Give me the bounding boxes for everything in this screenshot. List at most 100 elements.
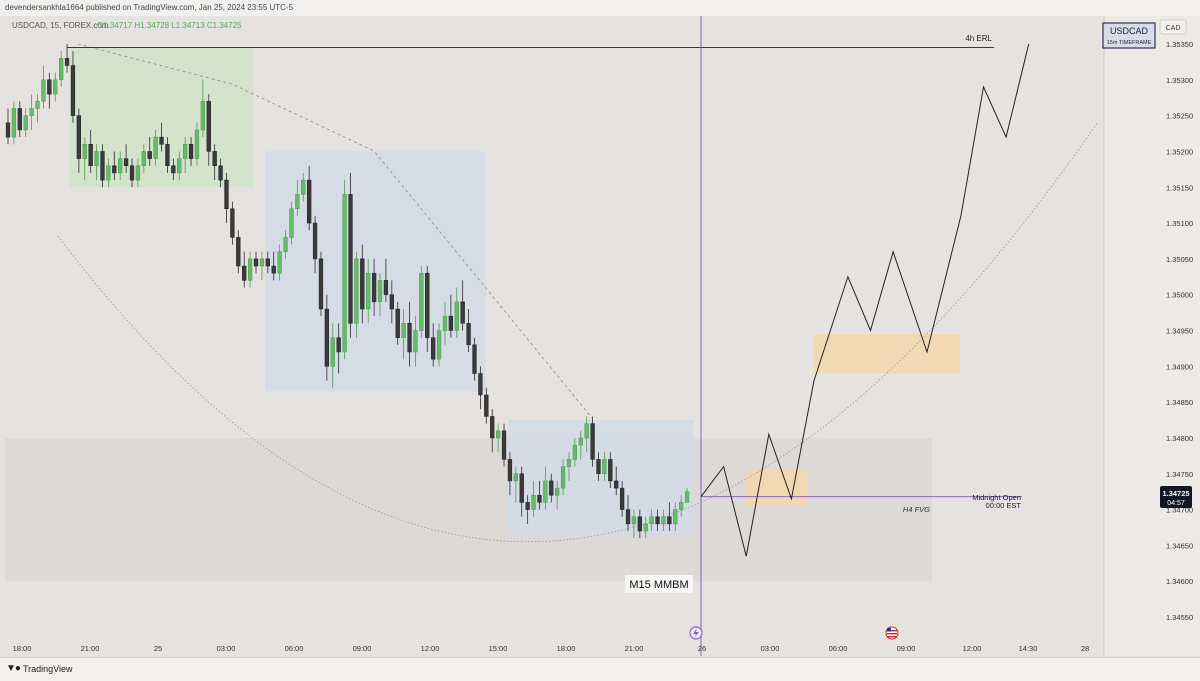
candle-body (200, 101, 206, 131)
x-tick-label: 09:00 (353, 644, 372, 653)
candle-body (625, 509, 631, 525)
projection-path (700, 43, 1030, 557)
x-tick-label: 28 (1081, 644, 1089, 653)
zone-blue (508, 420, 694, 535)
guide-lines (57, 16, 1099, 656)
us-flag-event-icon[interactable] (885, 626, 899, 640)
x-tick-label: 12:00 (421, 644, 440, 653)
candle-body (64, 58, 70, 66)
candle-body (112, 165, 117, 174)
candle-body (531, 494, 536, 510)
y-tick-label: 1.35050 (1166, 255, 1193, 264)
candle-body (265, 258, 270, 267)
model-label-text: M15 MMBM (629, 579, 688, 591)
candle-body (590, 423, 595, 460)
candle-body (543, 480, 548, 503)
candle-body (35, 101, 40, 109)
candle-body (484, 394, 489, 417)
axes: 1.35350 1.35300 1.35250 1.35200 1.35150 1.351… (13, 40, 1194, 653)
candle-body (277, 251, 282, 274)
midnight-open-label: Midnight Open (972, 493, 1021, 502)
y-tick-label: 1.35200 (1166, 147, 1193, 156)
candle-body (354, 258, 359, 324)
candle-body (165, 144, 170, 167)
candle-body (460, 301, 465, 324)
lightning-event-icon[interactable] (689, 626, 703, 640)
candle-body (525, 502, 530, 510)
symbol-badge: USDCAD 15m TIMEFRAME (1102, 22, 1156, 49)
candle-body (619, 487, 625, 510)
candle-body (389, 294, 394, 310)
candle-body (584, 423, 589, 439)
zone-blue (265, 151, 486, 392)
midnight-time-label: 00:00 EST (986, 501, 1022, 510)
candle-body (171, 165, 176, 174)
top-bar: devendersankhla1664 published on Trading… (0, 0, 1200, 17)
price-tag-value: 1.34725 (1162, 489, 1189, 498)
candle-body (472, 344, 477, 374)
chart-area[interactable]: 1.35350 1.35300 1.35250 1.35200 1.35150 1.351… (0, 16, 1200, 656)
y-tick-label: 1.35250 (1166, 112, 1193, 121)
candle-body (11, 108, 17, 138)
candle-body (177, 158, 182, 174)
currency-chip[interactable]: CAD (1159, 19, 1187, 35)
projection (700, 43, 1030, 557)
candle-body (490, 416, 495, 439)
y-tick-label: 1.34850 (1166, 398, 1193, 407)
candle-body (5, 122, 11, 138)
model-label: M15 MMBM (625, 575, 693, 593)
badge-symbol: USDCAD (1110, 26, 1149, 36)
candle-body (94, 151, 99, 167)
x-tick-label: 06:00 (829, 644, 848, 653)
candle-body (206, 101, 211, 152)
candle-body (312, 222, 318, 260)
bottom-bar: ▼● TradingView (0, 657, 1200, 681)
price-axis-background (1104, 16, 1200, 656)
candle-body (153, 136, 158, 159)
y-tick-label: 1.35300 (1166, 76, 1193, 85)
badge-timeframe: 15m TIMEFRAME (1107, 40, 1152, 46)
candle-body (431, 337, 436, 360)
zone-orange (746, 470, 808, 506)
candle-body (667, 516, 672, 525)
y-tick-label: 1.34600 (1166, 577, 1193, 586)
tradingview-logo-icon: ▼● (6, 663, 21, 674)
candle-body (519, 473, 524, 503)
candle-body (324, 308, 330, 367)
candle-body (342, 194, 347, 353)
price-chart[interactable]: 1.35350 1.35300 1.35250 1.35200 1.35150 1.351… (0, 16, 1200, 656)
zone-gray (5, 437, 932, 582)
candle-body (301, 179, 306, 195)
zones (5, 47, 960, 582)
candle-body (655, 516, 660, 525)
candle-body (602, 459, 607, 474)
y-tick-label: 1.34650 (1166, 541, 1193, 550)
y-tick-label: 1.35150 (1166, 183, 1193, 192)
candle-body (572, 444, 578, 460)
candle-body (395, 308, 400, 338)
candle-body (88, 144, 93, 167)
candle-body (413, 330, 418, 353)
candle-body (684, 491, 690, 503)
candle-body (566, 459, 572, 467)
candle-body (448, 315, 454, 331)
candle-body (194, 129, 200, 159)
candle-body (366, 272, 371, 310)
candle-body (348, 194, 353, 324)
candle-body (118, 158, 123, 174)
candle-body (212, 151, 217, 167)
candle-body (643, 523, 648, 532)
candle-body (442, 315, 448, 331)
candle-body (578, 437, 583, 446)
tradingview-logo[interactable]: ▼● TradingView (6, 663, 72, 674)
candle-body (283, 237, 288, 252)
candle-body (661, 516, 666, 525)
candle-body (318, 258, 324, 310)
candle-body (330, 337, 335, 367)
candle-body (637, 516, 642, 532)
candle-body (549, 480, 554, 496)
candle-body (41, 79, 46, 102)
candle-body (608, 459, 613, 482)
published-caption: devendersankhla1664 published on Trading… (5, 3, 294, 12)
candle-body (147, 151, 152, 159)
